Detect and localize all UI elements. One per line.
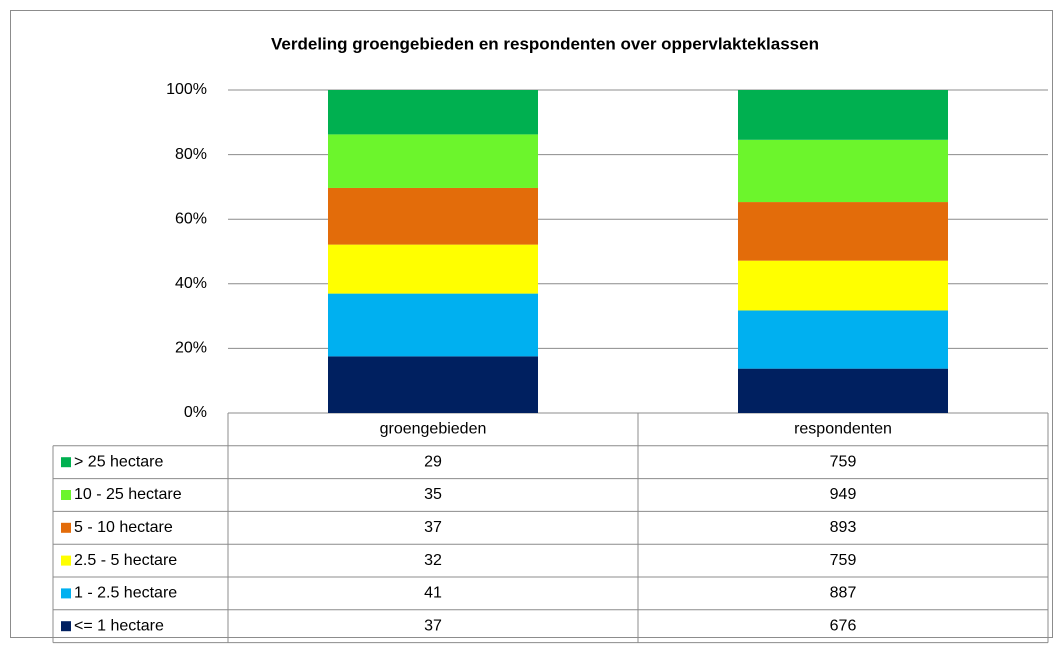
table-value: 949 <box>830 486 857 503</box>
legend-label: 10 - 25 hectare <box>74 486 182 503</box>
bar-segment <box>328 90 538 135</box>
y-tick-label: 20% <box>175 340 207 357</box>
legend-key <box>61 457 71 468</box>
bar-segment <box>328 293 538 357</box>
legend-label: 1 - 2.5 hectare <box>74 585 177 602</box>
legend-key <box>61 621 71 632</box>
legend-label: 5 - 10 hectare <box>74 519 173 536</box>
bar-segment <box>738 202 948 261</box>
bar-segment <box>328 187 538 245</box>
y-tick-label: 60% <box>175 210 207 227</box>
bar-segment <box>738 90 948 140</box>
table-value: 893 <box>830 519 857 536</box>
bar-segment <box>328 356 538 413</box>
legend-label: > 25 hectare <box>74 453 164 470</box>
bar-segment <box>738 368 948 413</box>
table-value: 37 <box>424 617 442 634</box>
table-value: 41 <box>424 585 442 602</box>
legend-key <box>61 555 71 566</box>
x-tick-label: groengebieden <box>380 421 487 438</box>
table-value: 35 <box>424 486 442 503</box>
y-tick-label: 100% <box>166 81 207 98</box>
table-value: 887 <box>830 585 857 602</box>
y-tick-label: 0% <box>184 404 207 421</box>
table-value: 29 <box>424 453 442 470</box>
legend-label: <= 1 hectare <box>74 617 164 634</box>
legend-label: 2.5 - 5 hectare <box>74 552 177 569</box>
legend-key <box>61 588 71 599</box>
table-value: 759 <box>830 453 857 470</box>
bar-segment <box>738 310 948 369</box>
bar-segment <box>738 260 948 311</box>
table-value: 759 <box>830 552 857 569</box>
chart-title: Verdeling groengebieden en respondenten … <box>271 34 819 53</box>
y-tick-label: 80% <box>175 146 207 163</box>
bar-segment <box>328 244 538 294</box>
table-value: 37 <box>424 519 442 536</box>
legend-key <box>61 490 71 500</box>
bar-segment <box>328 134 538 188</box>
table-value: 676 <box>830 617 857 634</box>
y-tick-label: 40% <box>175 275 207 292</box>
table-value: 32 <box>424 552 442 569</box>
bar-segment <box>738 139 948 203</box>
legend-key <box>61 522 71 533</box>
x-tick-label: respondenten <box>794 421 892 438</box>
